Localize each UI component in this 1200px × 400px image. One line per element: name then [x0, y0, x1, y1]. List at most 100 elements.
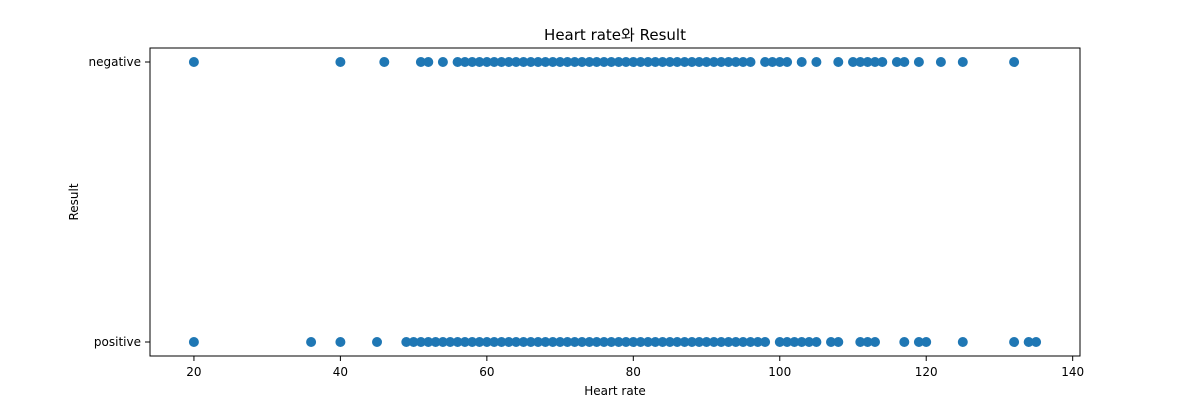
data-point-positive — [445, 337, 456, 347]
data-point-negative — [533, 57, 544, 67]
data-point-positive — [782, 337, 793, 347]
plot-area-frame — [149, 47, 1081, 357]
data-point-negative — [188, 57, 199, 67]
data-point-negative — [716, 57, 727, 67]
data-point-positive — [372, 337, 382, 347]
data-point-negative — [511, 57, 522, 67]
data-point-positive — [459, 337, 470, 347]
data-point-positive — [855, 337, 866, 347]
data-point-positive — [913, 337, 924, 347]
data-point-positive — [708, 337, 719, 347]
data-point-negative — [540, 57, 551, 67]
data-point-negative — [774, 57, 785, 67]
data-point-positive — [957, 337, 968, 347]
data-point-negative — [481, 57, 492, 67]
data-point-positive — [577, 337, 587, 347]
data-point-negative — [899, 57, 910, 67]
data-point-negative — [701, 57, 712, 67]
x-tick-label: 60 — [479, 365, 494, 379]
data-point-negative — [760, 57, 771, 67]
data-point-negative — [664, 57, 675, 67]
data-point-negative — [745, 57, 756, 67]
x-axis-label: Heart rate — [584, 384, 646, 398]
data-point-positive — [489, 337, 500, 347]
data-point-negative — [913, 57, 924, 67]
data-point-positive — [921, 337, 932, 347]
data-point-positive — [408, 337, 419, 347]
data-point-negative — [423, 57, 434, 67]
data-point-positive — [335, 337, 346, 347]
data-point-negative — [489, 57, 500, 67]
data-point-positive — [723, 337, 734, 347]
data-point-negative — [518, 57, 529, 67]
data-point-negative — [621, 57, 631, 67]
data-point-positive — [760, 337, 771, 347]
x-tick-label: 100 — [768, 365, 791, 379]
data-point-negative — [415, 57, 426, 67]
data-point-negative — [525, 57, 536, 67]
data-point-negative — [591, 57, 602, 67]
data-point-positive — [899, 337, 910, 347]
data-point-negative — [811, 57, 822, 67]
data-point-negative — [767, 57, 778, 67]
data-point-positive — [474, 337, 485, 347]
data-point-positive — [716, 337, 727, 347]
x-tick-label: 40 — [333, 365, 348, 379]
data-point-positive — [643, 337, 653, 347]
data-point-positive — [1031, 337, 1042, 347]
x-tick-label: 20 — [186, 365, 201, 379]
data-point-positive — [503, 337, 514, 347]
data-point-positive — [533, 337, 544, 347]
data-point-negative — [833, 57, 844, 67]
y-tick-label: positive — [94, 335, 141, 349]
y-axis-ticks: positive negative — [89, 55, 150, 349]
data-point-positive — [518, 337, 529, 347]
data-point-negative — [547, 57, 558, 67]
data-point-positive — [635, 337, 646, 347]
data-point-positive — [547, 337, 558, 347]
data-point-negative — [679, 57, 690, 67]
data-point-positive — [870, 337, 880, 347]
data-point-positive — [774, 337, 785, 347]
data-point-negative — [657, 57, 668, 67]
data-point-negative — [862, 57, 873, 67]
data-point-negative — [650, 57, 661, 67]
data-point-positive — [730, 337, 741, 347]
data-point-positive — [833, 337, 844, 347]
y-axis-label: Result — [67, 183, 81, 220]
data-point-negative — [628, 57, 639, 67]
data-point-negative — [1009, 57, 1020, 67]
x-tick-label: 140 — [1061, 365, 1084, 379]
data-point-positive — [701, 337, 712, 347]
data-point-positive — [628, 337, 639, 347]
data-point-negative — [738, 57, 749, 67]
data-point-positive — [188, 337, 199, 347]
data-point-negative — [730, 57, 741, 67]
data-point-positive — [591, 337, 602, 347]
data-point-positive — [650, 337, 661, 347]
data-point-positive — [415, 337, 426, 347]
data-point-negative — [635, 57, 646, 67]
data-point-positive — [752, 337, 763, 347]
data-point-negative — [613, 57, 624, 67]
y-tick-label: negative — [89, 55, 141, 69]
data-point-positive — [745, 337, 756, 347]
data-point-negative — [452, 57, 463, 67]
data-point-negative — [877, 57, 888, 67]
data-point-negative — [723, 57, 734, 67]
x-axis-ticks: 20 40 60 80 100 120 140 — [186, 356, 1084, 379]
data-point-negative — [335, 57, 346, 67]
chart-title: Heart rate와 Result — [544, 26, 686, 44]
data-point-positive — [452, 337, 463, 347]
data-point-negative — [503, 57, 514, 67]
data-point-positive — [467, 337, 478, 347]
data-point-positive — [862, 337, 873, 347]
data-point-negative — [855, 57, 866, 67]
data-point-positive — [437, 337, 448, 347]
data-point-positive — [679, 337, 690, 347]
data-point-positive — [555, 337, 566, 347]
data-point-positive — [657, 337, 668, 347]
data-point-negative — [935, 57, 946, 67]
data-point-negative — [606, 57, 617, 67]
